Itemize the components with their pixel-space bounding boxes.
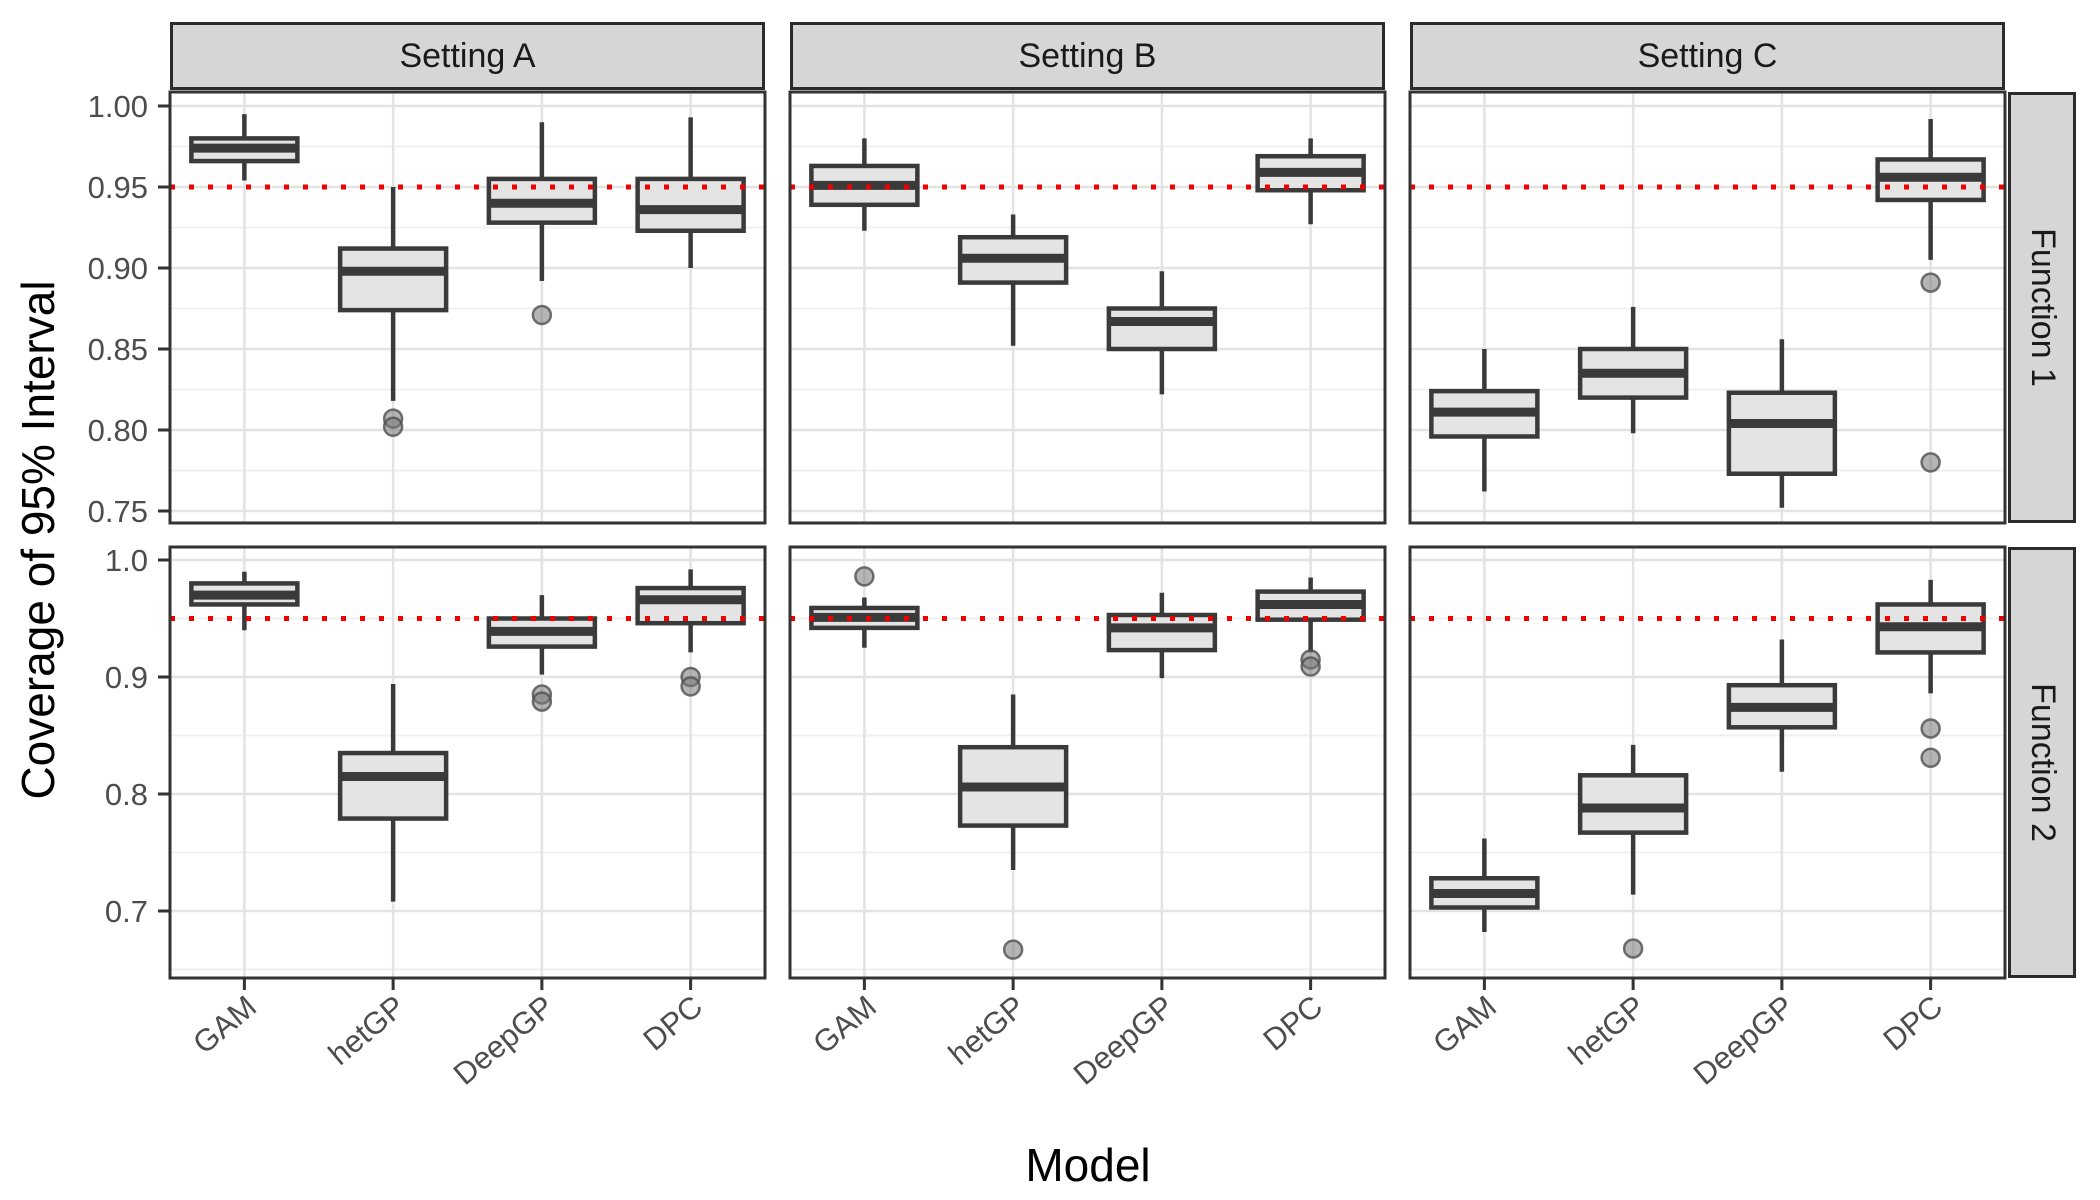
facet-row-label: Function 1 <box>2023 228 2062 387</box>
y-tick-label: 0.90 <box>88 251 148 286</box>
facet-column-label: Setting B <box>1018 36 1157 75</box>
panel-border <box>788 90 1387 525</box>
x-tick-label: DeepGP <box>447 989 561 1092</box>
outlier-point <box>1622 938 1644 959</box>
boxplot-box <box>337 750 449 821</box>
x-tick-label: DeepGP <box>1067 989 1181 1092</box>
facet-column-label: Setting C <box>1637 36 1778 75</box>
boxplot-box <box>1106 612 1218 653</box>
facet-column-strip-a: Setting A <box>170 22 765 90</box>
x-tick-label: GAM <box>186 989 263 1061</box>
facet-column-strip-c: Setting C <box>1410 22 2005 90</box>
y-tick-label: 0.80 <box>88 413 148 448</box>
x-tick-label: DPC <box>1876 989 1949 1058</box>
x-tick-label: GAM <box>1426 989 1503 1061</box>
y-tick-label: 0.7 <box>105 894 148 929</box>
y-tick-label: 1.00 <box>88 89 148 124</box>
panel-border <box>1408 90 2007 525</box>
boxplot-box <box>337 246 449 313</box>
facet-row-strip-function-1: Function 1 <box>2008 92 2076 523</box>
outlier-point <box>531 691 553 712</box>
boxplot-box <box>635 585 746 626</box>
y-axis-title: Coverage of 95% Interval <box>12 280 64 800</box>
outlier-point <box>1920 272 1941 293</box>
panel-border <box>1408 545 2007 980</box>
boxplot-box <box>635 176 746 233</box>
panel-border <box>168 545 767 980</box>
x-tick-label: hetGP <box>1562 989 1652 1072</box>
x-tick-label: DPC <box>636 989 709 1058</box>
outlier-point <box>1920 718 1941 739</box>
x-tick-label: GAM <box>806 989 883 1061</box>
y-tick-label: 1.0 <box>105 543 148 578</box>
y-tick-label: 0.95 <box>88 170 148 205</box>
facet-row-label: Function 2 <box>2023 683 2062 842</box>
x-tick-label: DeepGP <box>1687 989 1801 1092</box>
outlier-point <box>1920 452 1941 473</box>
facet-column-label: Setting A <box>399 36 536 75</box>
outlier-point <box>382 416 404 438</box>
x-tick-label: hetGP <box>942 989 1032 1072</box>
x-tick-label: hetGP <box>322 989 412 1072</box>
outlier-point <box>680 676 701 697</box>
x-axis-title: Model <box>1025 1139 1151 1191</box>
outlier-point <box>1920 747 1941 768</box>
outlier-point <box>531 304 553 326</box>
panel-border <box>788 545 1387 980</box>
y-tick-label: 0.8 <box>105 777 148 812</box>
facet-column-strip-b: Setting B <box>790 22 1385 90</box>
outlier-point <box>1300 656 1321 677</box>
boxplot-box <box>1106 306 1218 352</box>
y-tick-label: 0.75 <box>88 494 148 529</box>
facet-row-strip-function-2: Function 2 <box>2008 547 2076 978</box>
panel-border <box>168 90 767 525</box>
outlier-point <box>854 566 875 587</box>
outlier-point <box>1002 939 1024 960</box>
x-tick-label: DPC <box>1256 989 1329 1058</box>
y-tick-label: 0.9 <box>105 660 148 695</box>
y-tick-label: 0.85 <box>88 332 148 367</box>
boxplot-box <box>1726 390 1838 476</box>
